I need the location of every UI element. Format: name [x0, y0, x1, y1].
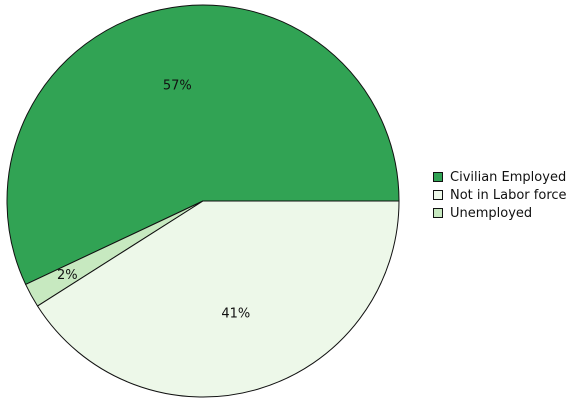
legend-swatch-civilian-employed — [433, 172, 443, 182]
legend-label-civilian-employed: Civilian Employed — [450, 169, 567, 185]
legend-swatch-not-in-labor-force — [433, 190, 443, 200]
pie-slice-not-in-labor-force — [37, 200, 400, 398]
legend: Civilian Employed Not in Labor force Une… — [433, 168, 567, 222]
legend-item-civilian-employed: Civilian Employed — [433, 168, 567, 186]
legend-label-not-in-labor-force: Not in Labor force — [450, 187, 567, 203]
pie-label-civilian-employed: 57% — [163, 79, 192, 94]
pie-slice-civilian-employed — [6, 4, 400, 285]
legend-swatch-unemployed — [433, 208, 443, 218]
legend-item-not-in-labor-force: Not in Labor force — [433, 186, 567, 204]
pie-label-not-in-labor-force: 41% — [221, 306, 250, 321]
legend-label-unemployed: Unemployed — [450, 205, 533, 221]
pie-label-unemployed: 2% — [57, 268, 78, 283]
legend-item-unemployed: Unemployed — [433, 204, 567, 222]
